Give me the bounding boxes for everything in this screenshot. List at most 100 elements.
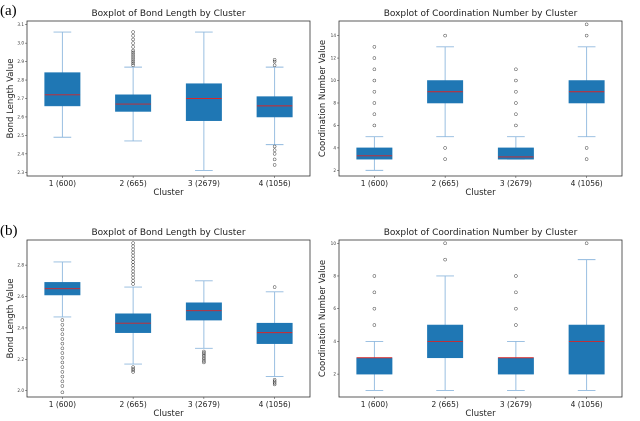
flier-point	[514, 67, 518, 72]
flier-point	[131, 253, 135, 258]
flier-point	[60, 318, 65, 322]
y-tick-label: 2.0	[17, 388, 24, 393]
flier-point	[60, 390, 65, 395]
chart-1: Boxplot of Bond Length by Cluster Cluster…	[6, 9, 311, 198]
flier-point	[131, 275, 135, 280]
flier-point	[272, 59, 277, 64]
flier-point	[131, 63, 135, 68]
y-axis-label: Bond Length Value	[6, 279, 16, 359]
box-group	[44, 31, 81, 138]
flier-point	[584, 157, 589, 161]
flier-point	[60, 379, 65, 384]
flier-point	[60, 365, 65, 369]
y-tick-label: 3.0	[17, 41, 24, 46]
box-iqr	[497, 147, 534, 160]
x-tick-label: 1 (600)	[49, 179, 76, 188]
flier-point	[272, 152, 277, 156]
flier-point	[372, 56, 377, 60]
flier-point	[372, 112, 377, 116]
box-group	[115, 30, 152, 142]
x-axis-label: Cluster	[153, 409, 184, 419]
x-axis-label: Cluster	[465, 188, 496, 198]
flier-point	[272, 285, 277, 289]
flier-point	[60, 332, 65, 336]
flier-point	[514, 101, 518, 105]
flier-point	[272, 148, 277, 152]
flier-point	[372, 90, 377, 94]
flier-point	[131, 266, 135, 271]
flier-point	[443, 146, 447, 150]
flier-point	[372, 306, 377, 311]
flier-point	[272, 144, 277, 149]
y-tick-label: 2	[333, 168, 336, 173]
x-tick-label: 3 (2679)	[188, 179, 220, 188]
flier-point	[372, 78, 377, 83]
box-iqr	[185, 302, 222, 321]
flier-point	[514, 78, 518, 83]
flier-point	[372, 101, 377, 105]
box-group	[568, 22, 605, 161]
box-iqr	[356, 357, 393, 375]
flier-point	[131, 244, 135, 249]
flier-point	[584, 241, 589, 246]
flier-point	[60, 356, 65, 360]
box-iqr	[256, 96, 293, 118]
flier-point	[443, 241, 447, 246]
flier-point	[131, 247, 135, 252]
y-tick-label: 10	[331, 241, 337, 246]
chart-2: Boxplot of Coordination Number by Cluste…	[318, 9, 623, 198]
flier-point	[131, 282, 135, 286]
flier-point	[514, 90, 518, 94]
flier-point	[443, 157, 447, 161]
y-tick-label: 4	[333, 145, 336, 150]
x-tick-label: 4 (1056)	[571, 179, 603, 188]
flier-point	[372, 123, 377, 128]
flier-point	[60, 384, 65, 388]
y-tick-label: 8	[333, 273, 336, 278]
x-tick-label: 4 (1056)	[259, 179, 291, 188]
panel-label-b: (b)	[0, 223, 18, 239]
flier-point	[272, 157, 277, 162]
y-tick-label: 6	[333, 123, 336, 128]
chart-title: Boxplot of Coordination Number by Cluste…	[384, 9, 578, 19]
flier-point	[202, 360, 206, 365]
box-iqr	[568, 324, 605, 375]
box-group	[497, 274, 534, 391]
y-tick-label: 2.7	[17, 96, 24, 101]
box-group	[356, 45, 393, 171]
flier-point	[131, 54, 135, 58]
x-axis-label: Cluster	[153, 188, 184, 198]
box-group	[497, 67, 534, 160]
flier-point	[60, 337, 65, 341]
y-tick-label: 3.1	[17, 22, 24, 27]
flier-point	[202, 359, 206, 363]
box-iqr	[44, 72, 81, 107]
flier-point	[60, 346, 65, 351]
flier-point	[131, 241, 135, 245]
box-group	[356, 274, 393, 391]
x-tick-label: 1 (600)	[49, 400, 76, 409]
x-tick-label: 1 (600)	[361, 179, 388, 188]
flier-point	[272, 163, 277, 167]
flier-point	[131, 368, 135, 373]
flier-point	[131, 59, 135, 64]
y-tick-label: 2.4	[17, 325, 24, 330]
flier-point	[60, 374, 65, 379]
box-group	[427, 33, 464, 161]
y-axis-label: Coordination Number Value	[318, 40, 328, 157]
flier-point	[131, 48, 135, 53]
flier-point	[584, 33, 589, 38]
flier-point	[131, 58, 135, 62]
flier-point	[131, 56, 135, 60]
flier-point	[514, 274, 518, 278]
y-tick-label: 2.8	[17, 263, 24, 268]
flier-point	[443, 33, 447, 38]
flier-point	[131, 279, 135, 283]
flier-point	[131, 45, 135, 49]
box-iqr	[356, 147, 393, 160]
box-group	[568, 241, 605, 391]
flier-point	[60, 351, 65, 355]
flier-point	[131, 61, 135, 66]
plot-frame	[26, 239, 311, 398]
